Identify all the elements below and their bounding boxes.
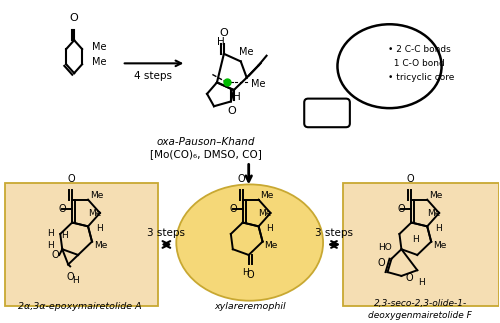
Text: H: H xyxy=(217,37,225,47)
Text: H: H xyxy=(96,224,102,233)
Text: H: H xyxy=(412,235,418,244)
Text: Me: Me xyxy=(88,209,102,217)
Text: H: H xyxy=(418,278,424,287)
Text: O: O xyxy=(406,273,413,283)
Text: • 2 C-C bonds
  1 C-O bond
• tricyclic core: • 2 C-C bonds 1 C-O bond • tricyclic cor… xyxy=(388,45,454,82)
Text: oxa-Pauson–Khand: oxa-Pauson–Khand xyxy=(157,138,256,148)
Text: H: H xyxy=(266,224,274,233)
Text: 4 steps: 4 steps xyxy=(134,71,172,81)
Text: O: O xyxy=(378,257,386,267)
Text: H: H xyxy=(242,268,249,277)
Text: O: O xyxy=(66,272,74,282)
Text: O: O xyxy=(52,250,59,260)
Bar xyxy=(343,182,498,307)
Text: Me: Me xyxy=(260,191,274,200)
Text: O: O xyxy=(398,204,405,214)
Ellipse shape xyxy=(338,24,442,108)
Text: Me: Me xyxy=(94,241,108,250)
Text: 2,3-seco-2,3-olide-1-
deoxygenmairetolide F: 2,3-seco-2,3-olide-1- deoxygenmairetolid… xyxy=(368,299,472,319)
Text: Me: Me xyxy=(264,241,278,250)
Text: Me: Me xyxy=(239,47,254,57)
Text: O: O xyxy=(247,270,254,280)
Text: Me: Me xyxy=(433,241,446,250)
Text: O: O xyxy=(68,174,75,184)
Text: H: H xyxy=(72,276,78,285)
FancyBboxPatch shape xyxy=(304,99,350,127)
Text: xylareremophil: xylareremophil xyxy=(214,302,286,311)
Text: Me: Me xyxy=(92,57,106,68)
Text: HO: HO xyxy=(378,243,392,252)
Text: Me: Me xyxy=(90,191,104,200)
Text: O: O xyxy=(238,174,246,184)
Text: Me: Me xyxy=(250,79,265,89)
Text: H: H xyxy=(48,241,54,250)
Text: O: O xyxy=(70,13,78,23)
Text: Me: Me xyxy=(429,191,442,200)
Text: 3 steps: 3 steps xyxy=(148,228,186,238)
Text: 2α,3α-epoxymairetolide A: 2α,3α-epoxymairetolide A xyxy=(18,302,142,311)
Text: [Mo(CO)₆, DMSO, CO]: [Mo(CO)₆, DMSO, CO] xyxy=(150,149,262,159)
Text: Me: Me xyxy=(427,209,440,217)
Text: O: O xyxy=(228,106,236,116)
Text: Me: Me xyxy=(92,42,106,52)
Text: H: H xyxy=(48,229,54,238)
Text: H: H xyxy=(233,92,240,102)
Text: O: O xyxy=(229,204,236,214)
Text: H: H xyxy=(61,231,68,240)
Text: O: O xyxy=(58,204,66,214)
Text: H: H xyxy=(435,224,442,233)
Bar xyxy=(4,182,158,307)
Ellipse shape xyxy=(176,184,323,301)
Text: O: O xyxy=(406,174,414,184)
Text: 3 steps: 3 steps xyxy=(315,228,353,238)
Text: O: O xyxy=(220,27,228,37)
Text: Me: Me xyxy=(258,209,272,217)
